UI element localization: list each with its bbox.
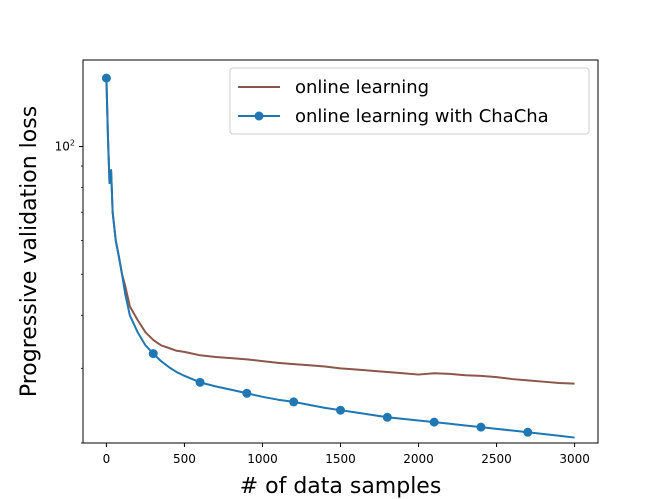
data-point-1-6	[382, 412, 392, 422]
data-point-1-1	[148, 349, 158, 359]
data-point-1-0	[101, 73, 111, 83]
data-point-1-3	[242, 388, 252, 398]
legend-marker-chacha	[254, 111, 264, 121]
data-point-1-7	[429, 417, 439, 427]
x-axis-label: # of data samples	[240, 474, 442, 499]
legend: online learning online learning with Cha…	[229, 67, 590, 135]
plot-frame	[82, 59, 599, 444]
y-axis-label: Progressive validation loss	[17, 106, 42, 397]
x-tick-label-1: 500	[173, 452, 196, 466]
y-axis: 102	[55, 139, 83, 444]
x-tick-label-3: 1500	[325, 452, 356, 466]
series-line-1	[105, 78, 575, 439]
legend-label-chacha: online learning with ChaCha	[295, 106, 549, 127]
data-point-1-9	[523, 427, 533, 437]
data-point-1-8	[476, 422, 486, 432]
x-tick-label-6: 3000	[559, 452, 590, 466]
x-tick-label-2: 1000	[247, 452, 278, 466]
legend-box	[229, 67, 590, 135]
x-tick-label-5: 2500	[481, 452, 512, 466]
legend-label-online-learning: online learning	[295, 77, 429, 98]
series-layer	[101, 73, 575, 439]
y-tick-label-0: 102	[55, 139, 75, 154]
x-tick-label-4: 2000	[403, 452, 434, 466]
data-point-1-4	[289, 397, 299, 407]
x-axis: 0 500 1000 1500 2000 2500 3000	[103, 443, 590, 466]
x-tick-label-0: 0	[103, 452, 111, 466]
data-point-1-2	[195, 377, 205, 387]
data-point-1-5	[336, 405, 345, 415]
